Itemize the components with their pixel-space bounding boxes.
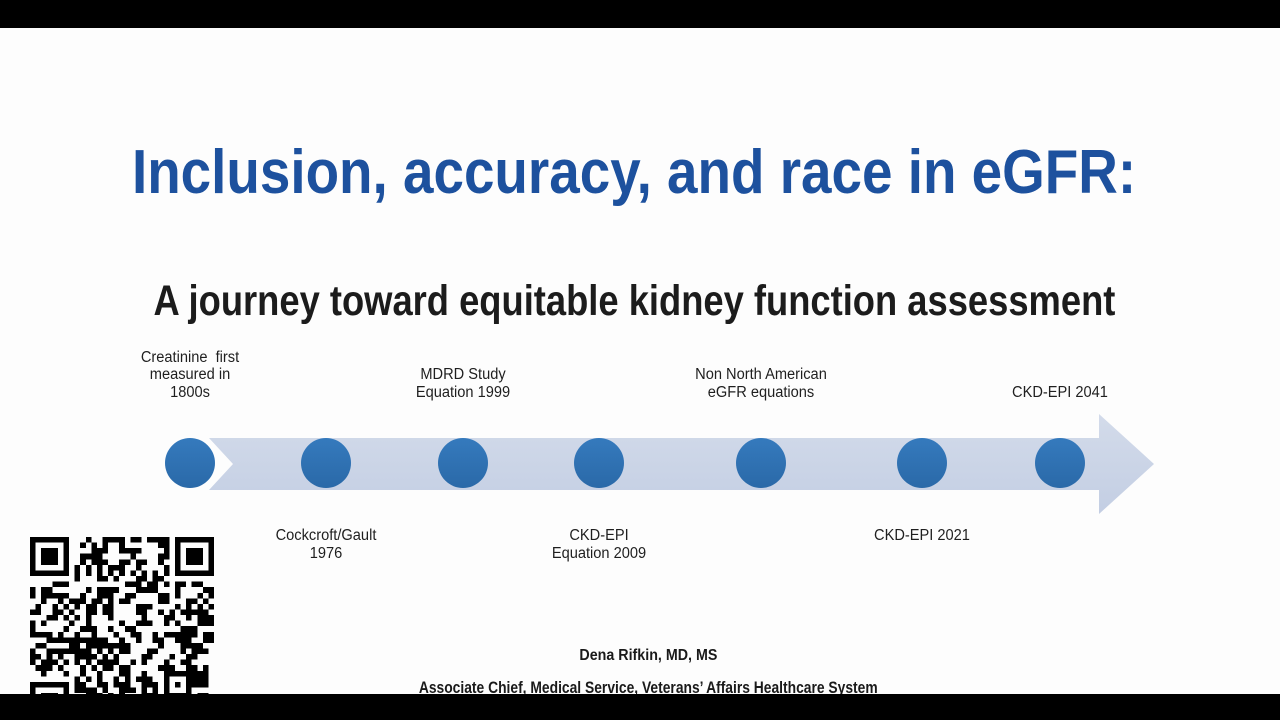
qr-code [30,537,214,720]
timeline-milestone-circle [1035,438,1085,488]
timeline-label: CKD-EPI 2041 [1012,383,1108,401]
presenter-name: Dena Rifkin, MD, MS [579,647,717,665]
timeline-milestone-circles [165,438,1085,488]
letterbox-bar-bottom [0,694,1280,720]
timeline-milestone-circle [574,438,624,488]
timeline-label: Non North American eGFR equations [695,366,827,401]
slide-subtitle: A journey toward equitable kidney functi… [153,278,1115,325]
timeline-milestone-circle [897,438,947,488]
letterbox-bar-top [0,0,1280,28]
timeline-label: MDRD Study Equation 1999 [415,366,511,401]
timeline-label: Creatinine first measured in 1800s [140,348,240,401]
timeline-label: CKD-EPI Equation 2009 [551,527,647,562]
timeline-milestone-circle [165,438,215,488]
timeline-milestone-circle [301,438,351,488]
timeline-milestone-circle [736,438,786,488]
presenter-affiliation: Associate Chief, Medical Service, Vetera… [418,678,878,697]
timeline-label: Cockcroft/Gault 1976 [275,527,377,562]
timeline-milestone-circle [438,438,488,488]
slide-title: Inclusion, accuracy, and race in eGFR: [132,137,1137,208]
timeline-label: CKD-EPI 2021 [874,527,970,544]
